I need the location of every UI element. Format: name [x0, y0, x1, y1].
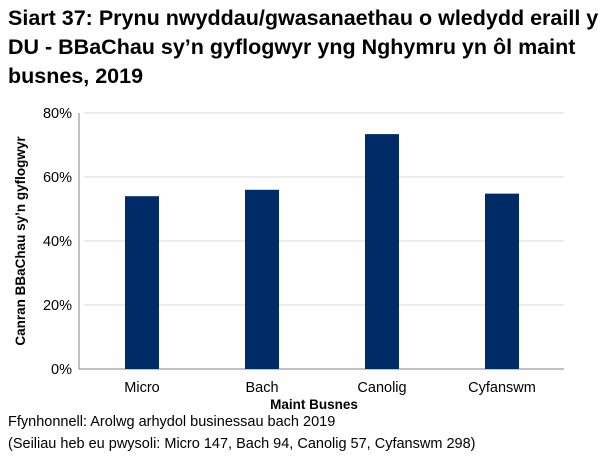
- base-note: (Seiliau heb eu pwysoli: Micro 147, Bach…: [8, 436, 476, 452]
- chart-title: Siart 37: Prynu nwyddau/gwasanaethau o w…: [8, 6, 599, 88]
- y-tick-label: 60%: [43, 170, 72, 186]
- y-tick-label: 20%: [43, 298, 72, 314]
- bar-cyfanswm: [485, 193, 519, 369]
- x-axis-title: Maint Busnes: [270, 397, 358, 412]
- bar-micro: [125, 196, 159, 369]
- x-tick-label: Cyfanswm: [468, 380, 536, 396]
- x-tick-label: Canolig: [357, 380, 406, 396]
- y-axis-title: Canran BBaChau sy’n gyflogwyr: [13, 136, 28, 346]
- bar-canolig: [365, 134, 399, 369]
- x-tick-label: Micro: [124, 380, 159, 396]
- y-tick-label: 40%: [43, 234, 72, 250]
- source-text: Ffynhonnell: Arolwg arhydol businessau b…: [8, 414, 336, 430]
- y-tick-label: 0%: [51, 362, 72, 378]
- bar-bach: [245, 189, 279, 369]
- x-tick-label: Bach: [245, 380, 278, 396]
- y-tick-label: 80%: [43, 106, 72, 122]
